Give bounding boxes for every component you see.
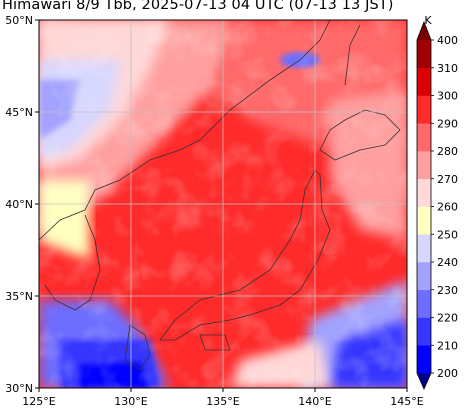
colorbar-level-label: 310	[437, 62, 458, 75]
colorbar-bin	[417, 206, 431, 235]
graticule	[39, 20, 407, 388]
colorbar-bin	[417, 67, 431, 96]
colorbar-bin	[417, 289, 431, 318]
colorbar-level-label: 250	[437, 228, 458, 241]
colorbar-level-label: 200	[437, 367, 458, 380]
lon-tick-label: 145°E	[390, 395, 423, 408]
lat-tick-label: 45°N	[5, 106, 33, 119]
colorbar-level-label: 220	[437, 312, 458, 325]
map-title: Himawari 8/9 Tbb, 2025-07-13 04 UTC (07-…	[2, 0, 394, 13]
colorbar-bin	[417, 317, 431, 346]
lat-tick-label: 30°N	[5, 382, 33, 395]
colorbar-level-label: 300	[437, 90, 458, 103]
colorbar-bin	[417, 151, 431, 180]
lon-tick-label: 125°E	[22, 395, 55, 408]
colorbar-level-label: 270	[437, 173, 458, 186]
colorbar-bin	[417, 123, 431, 152]
lon-tick-label: 140°E	[298, 395, 331, 408]
colorbar-level-label: 260	[437, 201, 458, 214]
colorbar: 200 210 220 230 240 250 260 270 280 290 300 310 400	[416, 20, 458, 390]
colorbar-bin	[417, 345, 431, 374]
colorbar-level-label: 210	[437, 339, 458, 352]
colorbar-bin	[417, 40, 431, 69]
lat-tick-label: 35°N	[5, 290, 33, 303]
lon-tick-label: 130°E	[114, 395, 147, 408]
colorbar-unit-label: K	[424, 14, 432, 27]
colorbar-bin	[417, 95, 431, 124]
colorbar-level-label: 280	[437, 145, 458, 158]
colorbar-bin	[417, 234, 431, 263]
colorbar-level-label: 230	[437, 284, 458, 297]
colorbar-under-extension	[417, 373, 431, 389]
colorbar-bin	[417, 178, 431, 207]
colorbar-level-label: 290	[437, 117, 458, 130]
lon-tick-label: 135°E	[206, 395, 239, 408]
colorbar-over-extension	[417, 22, 431, 40]
colorbar-bin	[417, 262, 431, 291]
lat-tick-label: 40°N	[5, 198, 33, 211]
coastlines	[39, 20, 401, 371]
colorbar-level-label: 400	[437, 34, 458, 47]
lat-tick-label: 50°N	[5, 14, 33, 27]
colorbar-level-label: 240	[437, 256, 458, 269]
